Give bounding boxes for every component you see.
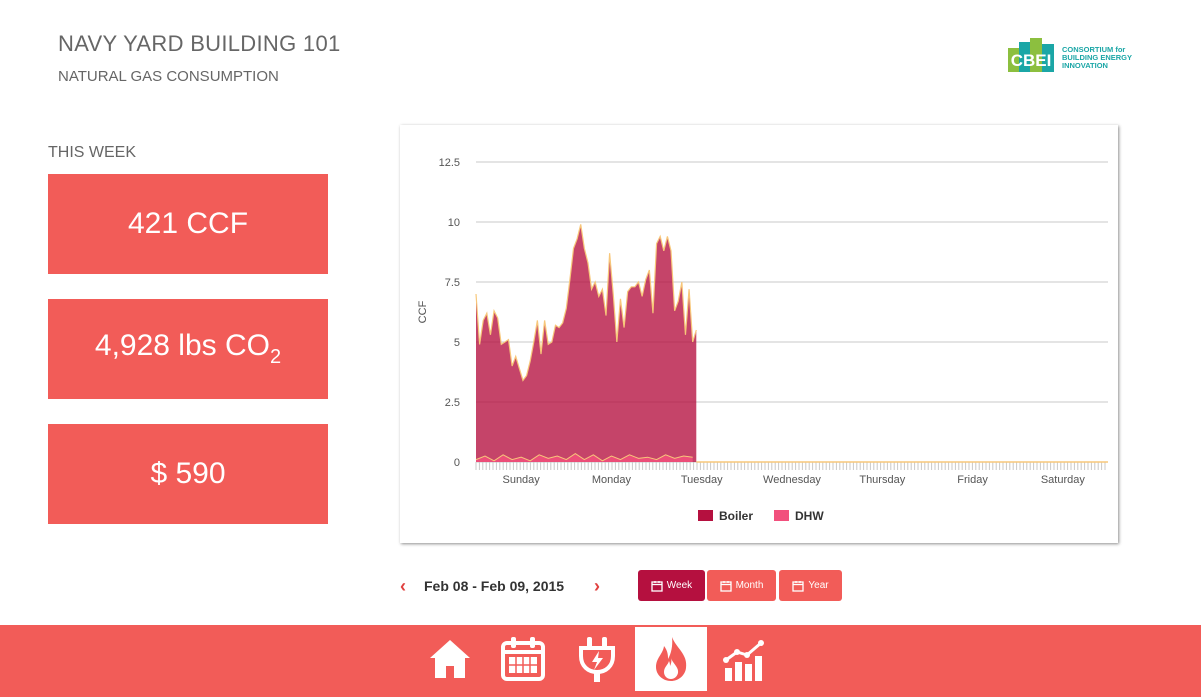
calendar-icon — [719, 580, 732, 592]
calendar-icon — [792, 580, 805, 592]
legend-boiler-label: Boiler — [719, 509, 753, 523]
legend-boiler-swatch — [698, 510, 713, 521]
footer-gas-button[interactable] — [635, 627, 707, 691]
footer-calendar-button[interactable] — [487, 627, 559, 691]
page-title: NAVY YARD BUILDING 101 — [58, 31, 341, 56]
plug-icon — [579, 637, 615, 682]
page-subtitle: NATURAL GAS CONSUMPTION — [58, 68, 279, 85]
x-tick-label: Friday — [957, 474, 988, 486]
cbei-logo-text: CONSORTIUM for BUILDING ENERGY INNOVATIO… — [1062, 45, 1133, 70]
x-tick-label: Saturday — [1041, 474, 1086, 486]
y-tick-label: 12.5 — [439, 157, 460, 169]
x-tick-label: Tuesday — [681, 474, 723, 486]
cost-stat-card: $ 590 — [48, 424, 328, 524]
x-tick-label: Sunday — [502, 474, 540, 486]
previous-period-arrow[interactable]: ‹ — [400, 576, 406, 596]
footer-home-button[interactable] — [414, 627, 486, 691]
ccf-value: 421 CCF — [127, 207, 249, 240]
x-tick-label: Thursday — [859, 474, 905, 486]
calendar-icon — [501, 637, 545, 681]
ccf-stat-card: 421 CCF — [48, 174, 328, 274]
boiler-area — [476, 224, 697, 462]
bar-chart-icon — [723, 640, 764, 681]
y-tick-label: 0 — [454, 457, 460, 469]
legend-dhw-swatch — [774, 510, 789, 521]
period-label: THIS WEEK — [48, 144, 137, 161]
footer-analytics-button[interactable] — [709, 627, 781, 691]
year-button[interactable]: Year — [779, 570, 842, 601]
cbei-logo: CBEI CONSORTIUM for BUILDING ENERGY INNO… — [1008, 38, 1148, 78]
footer-electricity-button[interactable] — [561, 627, 633, 691]
home-icon — [430, 640, 470, 678]
y-tick-label: 7.5 — [445, 277, 460, 289]
dhw-area — [476, 453, 693, 462]
dhw-line — [475, 452, 693, 462]
y-axis-label: CCF — [417, 300, 429, 323]
next-period-arrow[interactable]: › — [594, 576, 600, 596]
week-button[interactable]: Week — [638, 570, 705, 601]
flame-icon — [656, 637, 687, 681]
boiler-line — [475, 224, 697, 382]
cbei-logo-mark: CBEI — [1008, 38, 1054, 72]
calendar-icon — [651, 580, 663, 592]
gas-consumption-chart: 0 2.5 5 7.5 10 12.5 CCF Sunday Monday Tuesday Wedn… — [400, 125, 1118, 543]
co2-stat-card: 4,928 lbs CO2 — [48, 299, 328, 399]
footer-nav — [0, 625, 1201, 697]
chart-svg: 0 2.5 5 7.5 10 12.5 CCF Sunday Monday Tuesday Wedn… — [417, 157, 1108, 523]
svg-text:CBEI: CBEI — [1011, 51, 1052, 70]
cost-value: $ 590 — [150, 457, 226, 490]
x-tick-label: Monday — [592, 474, 632, 486]
y-tick-label: 5 — [454, 337, 460, 349]
y-tick-label: 2.5 — [445, 397, 460, 409]
legend-dhw-label: DHW — [795, 509, 824, 523]
co2-value: 4,928 lbs CO2 — [94, 329, 282, 368]
x-tick-label: Wednesday — [763, 474, 821, 486]
y-tick-label: 10 — [448, 217, 460, 229]
date-range-label: Feb 08 - Feb 09, 2015 — [424, 578, 565, 594]
month-button[interactable]: Month — [707, 570, 776, 601]
